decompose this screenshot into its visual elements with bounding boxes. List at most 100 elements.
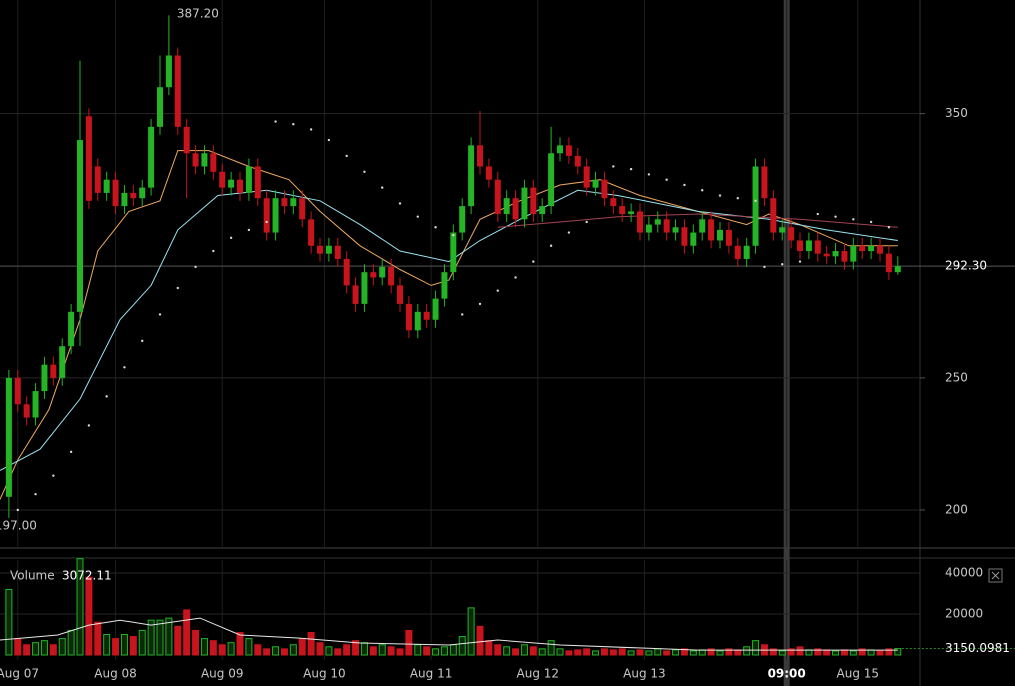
volume-bar [796, 646, 804, 656]
last-price-label: 292.30 [945, 259, 987, 273]
sar-dot [34, 492, 37, 496]
candle-body [103, 179, 110, 193]
candle-body [414, 311, 421, 331]
candle-body [574, 155, 581, 167]
candle-body [41, 364, 48, 392]
sar-dot [52, 474, 55, 477]
min-annotation: 197.00 [0, 518, 37, 532]
volume-bar [449, 644, 457, 656]
candle-body [68, 311, 75, 347]
y-tick-label: 350 [945, 106, 968, 120]
sar-dot [87, 424, 91, 427]
volume-bar [716, 650, 724, 656]
volume-bar [369, 646, 377, 656]
candle-body [592, 179, 599, 188]
volume-bar [725, 648, 733, 656]
candle-body [645, 224, 652, 233]
volume-bar [672, 649, 680, 656]
candle-body [841, 251, 848, 262]
sar-dot [381, 186, 384, 189]
volume-bar [263, 648, 271, 656]
volume-bar [396, 648, 404, 656]
volume-bar [476, 625, 484, 656]
candle-body [263, 198, 270, 233]
volume-bar [538, 648, 546, 656]
volume-bar [94, 621, 102, 656]
candle-body [717, 229, 723, 241]
volume-bar [49, 644, 57, 656]
sar-dot [327, 138, 331, 142]
volume-bar [689, 650, 697, 656]
candle-body [397, 285, 403, 304]
candle-body [148, 126, 155, 188]
x-tick-label: Aug 15 [837, 667, 880, 681]
candle-body [59, 346, 66, 378]
volume-bar [814, 648, 822, 656]
volume-bar [485, 640, 493, 656]
volume-bar [325, 646, 333, 656]
candle-body [877, 245, 883, 254]
candle-body [379, 266, 386, 278]
sar-dot [549, 244, 553, 247]
candle-body [868, 245, 875, 252]
candle-body [601, 179, 608, 199]
volume-bar [254, 644, 262, 656]
volume-bar [609, 649, 617, 656]
candle-body [130, 192, 137, 199]
volume-bar [112, 638, 120, 656]
volume-bar [76, 558, 84, 656]
volume-bar [769, 648, 777, 656]
volume-bar [414, 644, 422, 656]
sar-dot [781, 263, 784, 266]
candle-body [210, 153, 217, 172]
volume-bar [778, 650, 786, 656]
candle-body [805, 240, 812, 252]
sar-dot [647, 173, 651, 176]
candle-body [761, 166, 768, 199]
close-box[interactable] [988, 568, 1003, 583]
volume-bar [129, 636, 137, 656]
candle-body [85, 116, 92, 201]
volume-bar [14, 638, 22, 656]
volume-bar [40, 640, 48, 656]
close-button[interactable] [988, 568, 1003, 583]
volume-bar [165, 617, 173, 656]
sar-dot [16, 508, 19, 512]
candle-body [459, 206, 466, 233]
candle-body [112, 179, 119, 207]
volume-bar [654, 648, 662, 656]
volume-bar [227, 642, 235, 656]
candle-body [77, 140, 83, 312]
volume-title: Volume [10, 569, 55, 583]
candle-body [583, 166, 590, 188]
volume-bar [565, 650, 573, 656]
volume-bar [467, 607, 475, 656]
candle-body [254, 166, 261, 199]
candle-body [672, 227, 679, 233]
volume-bar [272, 646, 280, 656]
candle-body [450, 232, 457, 273]
volume-bar [103, 634, 111, 656]
sar-dot [567, 231, 571, 234]
volume-bar [645, 650, 653, 656]
sar-dot [247, 228, 251, 232]
candle-body [832, 251, 839, 257]
candle-body [370, 272, 377, 278]
sar-dot [274, 120, 277, 123]
volume-bar [556, 648, 564, 656]
sar-dot [887, 226, 891, 229]
sar-dot [754, 199, 757, 203]
candle-body [237, 179, 243, 193]
volume-bar [494, 644, 502, 656]
candle-body [441, 272, 448, 299]
candle-body [228, 179, 235, 188]
sar-dot [718, 194, 722, 197]
volume-bar [85, 576, 93, 656]
volume-bar [343, 644, 351, 656]
volume-bar [423, 646, 431, 656]
volume-bar [752, 640, 760, 656]
volume-bar [832, 650, 840, 656]
candle-body [245, 166, 252, 193]
sar-dot [834, 215, 837, 218]
close-icon[interactable] [991, 571, 1000, 580]
